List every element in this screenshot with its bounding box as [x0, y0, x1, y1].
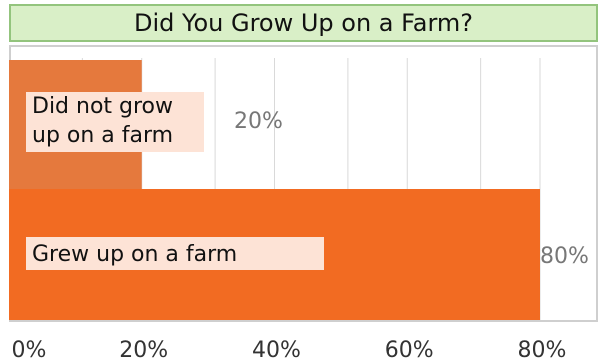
x-tick-label-80: 80% — [518, 338, 567, 363]
category-label-2-line-1: Grew up on a farm — [32, 242, 237, 267]
value-label-1: 20% — [234, 109, 283, 134]
x-tick-label-60: 60% — [385, 338, 434, 363]
category-label-box-2 — [26, 237, 324, 270]
x-tick-label-20: 20% — [119, 338, 168, 363]
x-tick-label-0: 0% — [12, 338, 47, 363]
category-label-1-line-2: up on a farm — [32, 123, 173, 148]
value-label-2: 80% — [540, 244, 589, 269]
chart-title: Did You Grow Up on a Farm? — [9, 4, 598, 42]
x-tick-label-40: 40% — [252, 338, 301, 363]
category-label-1-line-1: Did not grow — [32, 94, 173, 119]
category-label-box-1 — [26, 92, 204, 152]
